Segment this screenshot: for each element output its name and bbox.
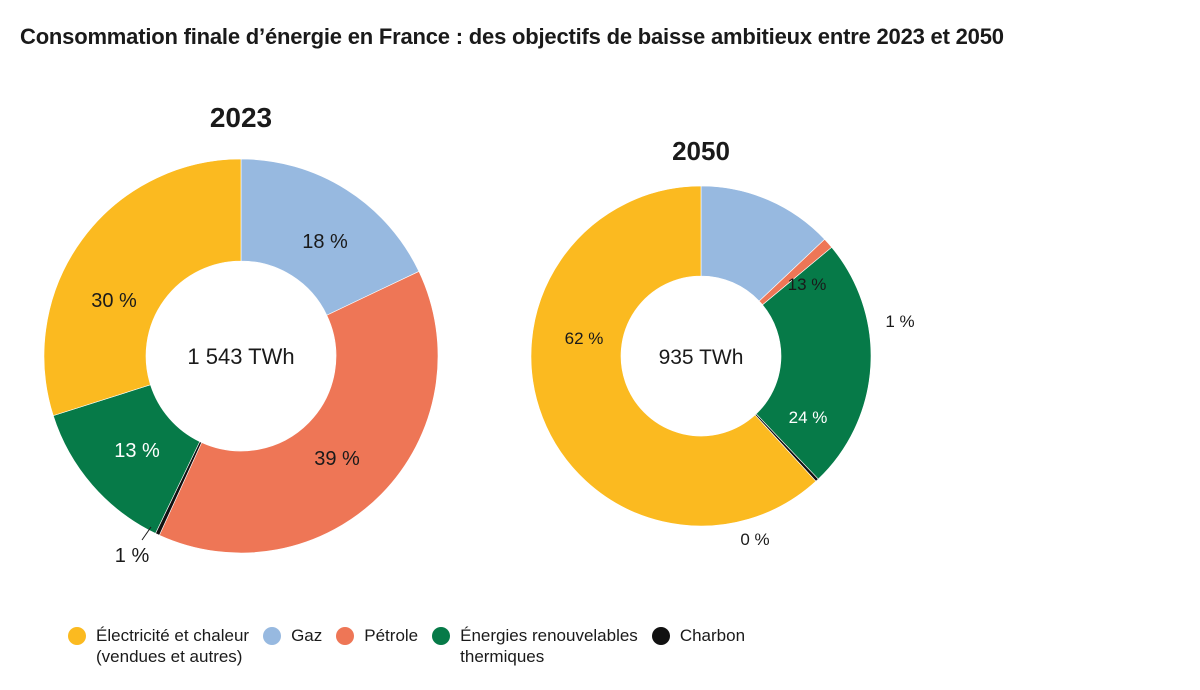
center-total-2023: 1 543 TWh [187, 344, 294, 369]
legend-item-petrole: Pétrole [336, 625, 418, 646]
legend-swatch-petrole [336, 627, 355, 645]
legend-swatch-charbon [651, 627, 670, 645]
data-label-gaz-2050: 13 % [788, 275, 827, 294]
data-label-charbon-2050: 0 % [740, 530, 769, 549]
legend-label-enr: Énergies renouvelables thermiques [460, 626, 638, 666]
slice-gaz-2023 [240, 158, 420, 316]
donut-title-2023: 2023 [210, 102, 272, 133]
legend-item-gaz: Gaz [263, 625, 322, 646]
legend-swatch-enr [432, 627, 451, 645]
chart-title: Consommation finale d’énergie en France … [20, 24, 1004, 49]
legend-label-gaz: Gaz [291, 626, 323, 645]
legend-label-petrole: Pétrole [364, 626, 419, 645]
slice-petrole-2023 [158, 271, 439, 554]
center-total-2050: 935 TWh [659, 346, 744, 369]
donut-chart-2050: 2050 935 TWh 13 % 1 % 24 % 0 % 62 % [530, 136, 915, 549]
legend-item-electricite: Électricité et chaleur (vendues et autre… [68, 625, 249, 667]
legend: Électricité et chaleur (vendues et autre… [68, 625, 759, 667]
data-label-petrole-2050: 1 % [885, 312, 914, 331]
data-label-electricite-2050: 62 % [565, 329, 604, 348]
slice-enr-2050 [755, 246, 872, 480]
leader-line-charbon [141, 526, 152, 541]
legend-item-charbon: Charbon [651, 625, 746, 646]
slice-electricite-2023 [43, 158, 242, 417]
data-label-enr-2050: 24 % [789, 408, 828, 427]
data-label-gaz-2023: 18 % [302, 231, 348, 253]
donut-chart-2023: 2023 1 543 TWh 18 % 39 % 1 % 13 % 30 % [43, 102, 439, 567]
legend-label-charbon: Charbon [679, 626, 746, 645]
data-label-petrole-2023: 39 % [314, 448, 360, 470]
legend-label-electricite: Électricité et chaleur (vendues et autre… [96, 626, 250, 666]
slice-electricite-2050 [530, 185, 817, 527]
data-label-enr-2023: 13 % [114, 440, 160, 462]
donut-title-2050: 2050 [672, 136, 730, 166]
data-label-charbon-2023: 1 % [115, 545, 150, 567]
data-label-electricite-2023: 30 % [91, 290, 137, 312]
legend-swatch-electricite [68, 627, 86, 645]
legend-swatch-gaz [263, 627, 282, 645]
legend-item-enr: Énergies renouvelables thermiques [432, 625, 638, 667]
